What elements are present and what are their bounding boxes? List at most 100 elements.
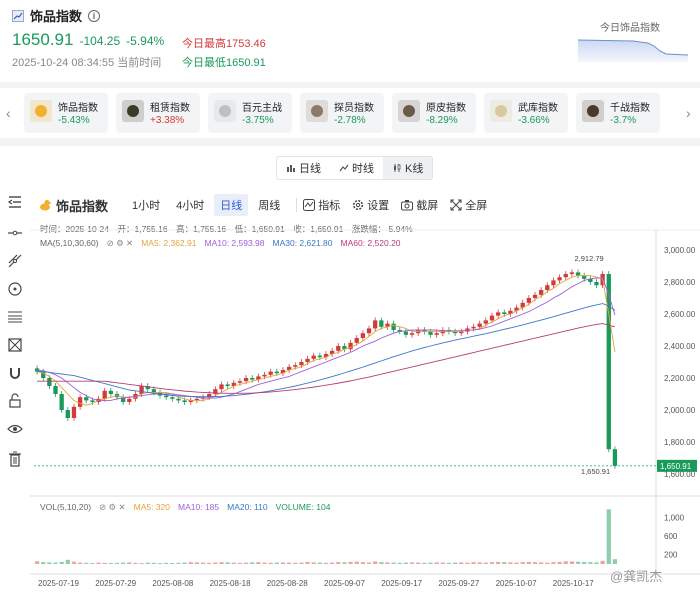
today-low: 今日最低1650.91 bbox=[182, 54, 266, 70]
settings-button[interactable]: 设置 bbox=[352, 197, 389, 213]
volume-bar bbox=[594, 562, 599, 564]
screenshot-button[interactable]: 截屏 bbox=[401, 197, 438, 213]
volume-bar bbox=[336, 562, 341, 564]
interval-daily[interactable]: 日线 bbox=[214, 194, 249, 216]
today-low-label: 今日最低 bbox=[182, 57, 226, 69]
volume-bar bbox=[360, 562, 366, 564]
high-marker-label: 2,912.79 bbox=[574, 254, 603, 263]
y-tick-label: 2,600.00 bbox=[664, 310, 696, 319]
indicator-button[interactable]: 指标 bbox=[303, 197, 340, 213]
interval-weekly[interactable]: 周线 bbox=[258, 200, 281, 212]
x-tick-label: 2025-10-17 bbox=[553, 579, 594, 588]
magnet-icon[interactable] bbox=[6, 364, 24, 382]
rectangle-tool-icon[interactable] bbox=[6, 336, 24, 354]
fullscreen-button[interactable]: 全屏 bbox=[450, 197, 487, 213]
volume-bar bbox=[557, 561, 562, 564]
fibonacci-icon[interactable] bbox=[6, 308, 24, 326]
collapse-menu-icon[interactable] bbox=[6, 193, 24, 211]
candle-body bbox=[348, 342, 353, 350]
volume-bar bbox=[514, 562, 519, 564]
candle-body bbox=[329, 350, 335, 354]
candle-body bbox=[71, 406, 77, 418]
index-card[interactable]: 探员指数 -2.78% bbox=[300, 93, 384, 133]
interval-4h[interactable]: 4小时 bbox=[176, 200, 205, 212]
volume-bar bbox=[348, 561, 353, 564]
period-tabs: 日线 时线 K线 bbox=[276, 156, 434, 180]
tab-kline-label: K线 bbox=[405, 163, 424, 175]
index-card[interactable]: 租赁指数 +3.38% bbox=[116, 93, 200, 133]
volume-bar bbox=[299, 562, 304, 564]
ma30-legend: MA30: 2,621.80 bbox=[272, 238, 333, 248]
candle-body bbox=[526, 298, 532, 303]
tab-kline[interactable]: K线 bbox=[383, 157, 433, 179]
knife-icon bbox=[398, 100, 420, 122]
vol-legend-controls[interactable]: ⊘ ⚙ ✕ bbox=[99, 502, 126, 512]
lock-icon[interactable] bbox=[6, 392, 24, 410]
circle-tool-icon[interactable] bbox=[6, 280, 24, 298]
candle-body bbox=[305, 358, 310, 362]
volume-bar bbox=[520, 562, 525, 564]
index-card[interactable]: 原皮指数 -8.29% bbox=[392, 93, 476, 133]
volume-bar bbox=[575, 561, 581, 564]
index-card[interactable]: 百元主战 -3.75% bbox=[208, 93, 292, 133]
candle-body bbox=[385, 323, 390, 327]
current-price: 1650.91 bbox=[12, 30, 74, 49]
horizontal-line-icon[interactable] bbox=[6, 224, 24, 242]
today-high-value: 1753.46 bbox=[226, 38, 266, 50]
volume-bar bbox=[274, 562, 279, 564]
eye-icon[interactable] bbox=[6, 420, 24, 438]
volume-bar bbox=[600, 560, 605, 564]
index-card[interactable]: 武库指数 -3.66% bbox=[484, 93, 568, 133]
tab-hourly[interactable]: 时线 bbox=[330, 157, 383, 179]
info-icon[interactable]: i bbox=[88, 9, 101, 22]
today-high: 今日最高1753.46 bbox=[182, 35, 266, 51]
x-tick-label: 2025-09-07 bbox=[324, 579, 365, 588]
volume-bar bbox=[508, 562, 513, 564]
trend-line-icon[interactable] bbox=[6, 252, 24, 270]
page-title: 饰品指数 bbox=[30, 9, 83, 24]
vma10-legend: MA10: 185 bbox=[178, 502, 220, 512]
chevron-right-icon[interactable]: › bbox=[686, 105, 691, 121]
candle-body bbox=[416, 330, 421, 334]
candle-body bbox=[514, 307, 519, 311]
trash-icon[interactable] bbox=[6, 450, 24, 468]
volume-bar bbox=[385, 562, 390, 564]
index-card[interactable]: 饰品指数 -5.43% bbox=[24, 93, 108, 133]
interval-1h[interactable]: 1小时 bbox=[132, 200, 161, 212]
index-card[interactable]: 千战指数 -3.7% bbox=[576, 93, 660, 133]
ma5-line bbox=[36, 275, 616, 406]
index-card-name: 武库指数 bbox=[518, 103, 558, 114]
volume-bar bbox=[225, 562, 230, 564]
pistol-icon-shape bbox=[219, 105, 231, 117]
volume-bar bbox=[551, 562, 556, 564]
index-card-name: 探员指数 bbox=[334, 103, 374, 114]
candle-body bbox=[84, 397, 89, 401]
chart-symbol-label: 饰品指数 bbox=[56, 198, 109, 214]
candle-body bbox=[157, 392, 163, 396]
candle-body bbox=[145, 386, 150, 390]
line-chart-icon bbox=[339, 164, 349, 172]
agent-icon-shape bbox=[311, 105, 323, 117]
tab-daily[interactable]: 日线 bbox=[277, 157, 330, 179]
y-tick-label: 2,000.00 bbox=[664, 406, 696, 415]
index-card-pct: -2.78% bbox=[334, 115, 366, 126]
volume-bar bbox=[90, 563, 95, 564]
chevron-left-icon[interactable]: ‹ bbox=[6, 105, 11, 121]
volume-bar bbox=[366, 562, 372, 564]
candle-body bbox=[182, 400, 187, 402]
volume-bar bbox=[471, 562, 476, 564]
vol-tick-label: 600 bbox=[664, 532, 678, 541]
ma60-line bbox=[37, 323, 616, 394]
volume-bar bbox=[41, 562, 46, 564]
volume-bar bbox=[329, 562, 335, 564]
vol-legend-label: VOL(5,10,20) bbox=[40, 502, 92, 512]
y-tick-label: 1,800.00 bbox=[664, 438, 696, 447]
volume-bar bbox=[194, 562, 200, 564]
volume-bar bbox=[612, 559, 618, 564]
x-tick-label: 2025-07-19 bbox=[38, 579, 79, 588]
volume-bar bbox=[188, 562, 193, 564]
last-price-label: 1,650.91 bbox=[660, 462, 692, 471]
candle-body bbox=[41, 371, 46, 378]
indicator-label: 指标 bbox=[318, 200, 341, 212]
legend-controls[interactable]: ⊘ ⚙ ✕ bbox=[106, 238, 134, 248]
